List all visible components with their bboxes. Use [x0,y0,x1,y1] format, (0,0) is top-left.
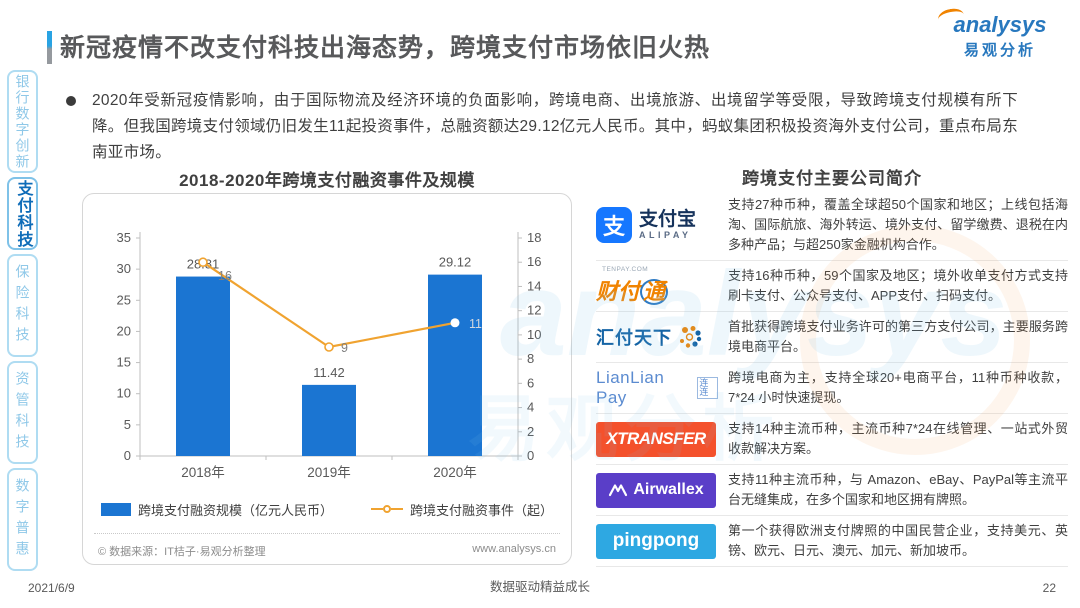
svg-text:16: 16 [527,254,541,269]
svg-text:16: 16 [218,269,232,283]
alipay-icon: 支 [596,207,632,243]
svg-text:29.12: 29.12 [439,255,472,270]
svg-text:0: 0 [124,448,131,463]
bar-legend-label: 跨境支付融资规模（亿元人民币） [137,502,333,518]
huifu-logo: 汇付天下 [596,324,718,350]
company-desc: 首批获得跨境支付业务许可的第三方支付公司，主要服务跨境电商平台。 [728,319,1068,354]
chart-source-url: www.analysys.cn [472,543,556,555]
svg-text:2018年: 2018年 [181,465,225,480]
chart-source-row: © 数据来源：IT桔子·易观分析整理 www.analysys.cn [94,534,560,559]
company-desc: 支持16种币种，59个国家及地区；境外收单支付方式支持刷卡支付、公众号支付、AP… [728,268,1068,303]
svg-text:11.42: 11.42 [313,365,345,380]
company-row-xtransfer: XTRANSFER 支持14种主流币种，主流币种7*24在线管理、一站式外贸收款… [596,414,1068,465]
company-list: 支 支付宝 ALIPAY 支持27种币种，覆盖全球超50个国家和地区；上线包括海… [596,190,1068,567]
bullet-dot-icon [66,96,76,106]
company-row-huifu: 汇付天下 首批获得跨境支付业务许可的第三方支付公司，主要服务跨境电商平台。 [596,312,1068,363]
company-desc: 支持11种主流币种，与 Amazon、eBay、PayPal等主流平台无缝集成，… [728,472,1068,507]
chart-title: 2018-2020年跨境支付融资事件及规模 [179,171,475,190]
line-legend-marker [371,505,403,513]
svg-text:18: 18 [527,230,541,245]
company-desc: 支持27种币种，覆盖全球超50个国家和地区；上线包括海淘、国际航旅、海外转运、境… [728,197,1068,252]
company-desc: 跨境电商为主，支持全球20+电商平台，11种币种收款，7*24 小时快速提现。 [728,370,1068,405]
analysys-logo: analysys 易观分析 [936,6,1060,60]
alipay-logo: 支 支付宝 ALIPAY [596,207,718,243]
lianlian-logo: LianLian Pay 连连 [596,368,718,408]
airwallex-logo: Airwallex [596,472,718,508]
title-accent-bar [47,31,52,64]
legend-item-line: 跨境支付融资事件（起） [371,500,553,519]
company-desc: 第一个获得欧洲支付牌照的中国民营企业，支持美元、英镑、欧元、日元、澳元、加元、新… [728,523,1068,558]
chart-source-divider [94,533,560,534]
company-row-lianlian: LianLian Pay 连连 跨境电商为主，支持全球20+电商平台，11种币种… [596,363,1068,414]
svg-text:10: 10 [117,386,131,401]
airwallex-mark-icon [609,484,628,497]
svg-text:2: 2 [527,424,534,439]
sidebar-item-asset-mgmt-tech[interactable]: 资管科技 [7,361,38,464]
summary-text: 2020年受新冠疫情影响，由于国际物流及经济环境的负面影响，跨境电商、出境旅游、… [92,92,1018,161]
svg-text:8: 8 [527,351,534,366]
company-panel-title: 跨境支付主要公司简介 [742,169,922,188]
svg-text:2020年: 2020年 [433,465,477,480]
page-number: 22 [1042,581,1056,595]
company-row-tenpay: TENPAY.COM 财付通 支持16种币种，59个国家及地区；境外收单支付方式… [596,261,1068,312]
page-title: 新冠疫情不改支付科技出海态势，跨境支付市场依旧火热 [60,34,711,62]
sidebar-item-digital-inclusion[interactable]: 数字普惠 [7,468,38,571]
huifu-dots-icon [680,326,702,348]
legend-item-bar: 跨境支付融资规模（亿元人民币） [100,500,333,519]
xtransfer-logo: XTRANSFER [596,421,718,457]
tenpay-logo: TENPAY.COM 财付通 [596,266,718,306]
company-desc: 支持14种主流币种，主流币种7*24在线管理、一站式外贸收款解决方案。 [728,421,1068,456]
summary-bullet: 2020年受新冠疫情影响，由于国际物流及经济环境的负面影响，跨境电商、出境旅游、… [66,88,1018,166]
funding-combo-chart: 0510152025303502468101214161828.812018年1… [117,230,542,480]
svg-text:20: 20 [117,323,131,338]
sidebar-item-insurance-tech[interactable]: 保险科技 [7,254,38,357]
bar-legend-swatch [100,502,131,516]
line-legend-label: 跨境支付融资事件（起） [410,502,554,518]
chart-source-text: © 数据来源：IT桔子·易观分析整理 [98,546,266,558]
company-row-alipay: 支 支付宝 ALIPAY 支持27种币种，覆盖全球超50个国家和地区；上线包括海… [596,190,1068,261]
funding-chart-card: 0510152025303502468101214161828.812018年1… [82,193,572,565]
svg-text:9: 9 [341,341,348,355]
sidebar-item-banking-digital[interactable]: 银行数字创新 [7,70,38,173]
analysys-logo-en: analysys [936,6,1060,38]
svg-text:6: 6 [527,375,534,390]
company-row-pingpong: pingpong 第一个获得欧洲支付牌照的中国民营企业，支持美元、英镑、欧元、日… [596,516,1068,567]
footer-slogan: 数据驱动精益成长 [489,580,590,594]
analysys-logo-cn: 易观分析 [963,42,1036,59]
svg-text:10: 10 [527,327,541,342]
company-row-airwallex: Airwallex 支持11种主流币种，与 Amazon、eBay、PayPal… [596,465,1068,516]
svg-text:11: 11 [469,317,482,331]
svg-text:15: 15 [117,355,131,370]
svg-text:30: 30 [117,261,131,276]
chart-legend: 跨境支付融资规模（亿元人民币） 跨境支付融资事件（起） [94,499,560,519]
svg-text:12: 12 [527,303,541,318]
pingpong-logo: pingpong [596,523,718,559]
sidebar-item-payment-tech[interactable]: 支付科技 [7,177,38,250]
svg-text:25: 25 [117,292,131,307]
svg-text:2019年: 2019年 [307,465,351,480]
svg-text:4: 4 [527,400,534,415]
svg-text:14: 14 [527,278,541,293]
svg-text:5: 5 [124,417,131,432]
footer-date: 2021/6/9 [28,581,75,595]
svg-text:35: 35 [117,230,131,245]
svg-text:0: 0 [527,448,534,463]
